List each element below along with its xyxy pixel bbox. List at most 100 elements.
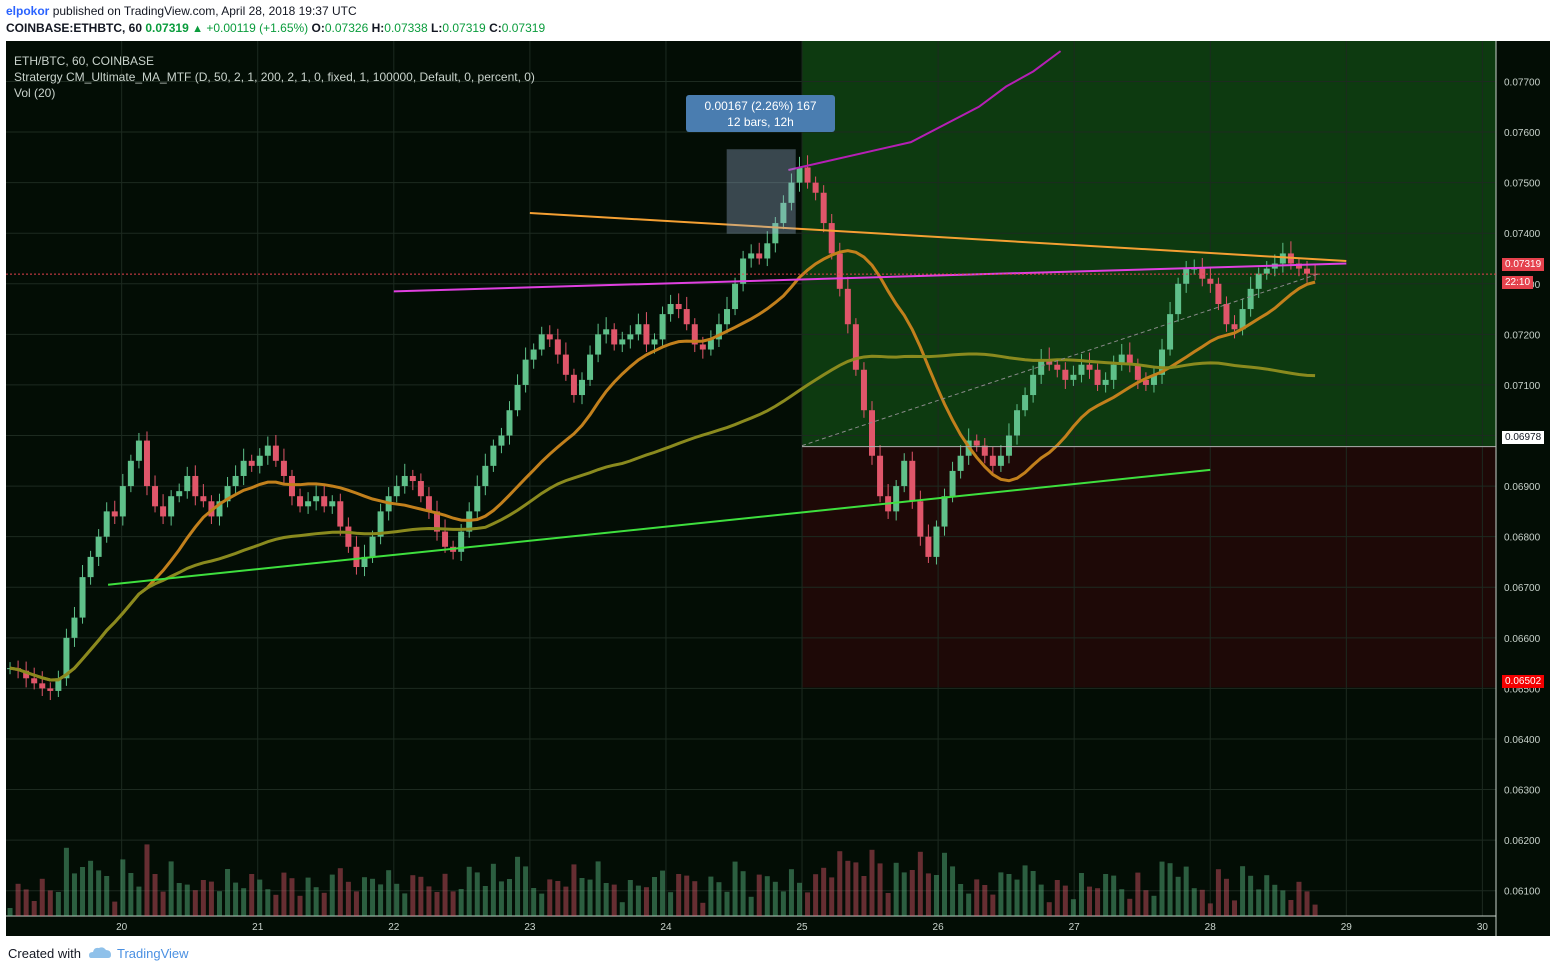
footer: Created with TradingView bbox=[0, 937, 1555, 971]
candle-body bbox=[627, 334, 634, 340]
candle-body bbox=[1142, 379, 1149, 385]
ma50-line bbox=[9, 249, 1316, 682]
candle-body bbox=[63, 637, 70, 679]
candle-body bbox=[1102, 379, 1109, 385]
candle-body bbox=[530, 349, 537, 360]
time-tick-label: 25 bbox=[796, 922, 808, 933]
tradingview-link[interactable]: TradingView bbox=[117, 946, 189, 961]
candle-body bbox=[1239, 309, 1246, 330]
volume-bar bbox=[1046, 902, 1052, 916]
price-tick-label: 0.06200 bbox=[1504, 836, 1541, 847]
volume-bar bbox=[1296, 881, 1302, 916]
high-label: H: bbox=[371, 21, 385, 35]
support-trendline bbox=[107, 468, 1211, 586]
volume-bar bbox=[684, 875, 690, 916]
open-label: O: bbox=[311, 21, 325, 35]
volume-bar bbox=[1207, 903, 1213, 916]
symbol-ohlc-line: COINBASE:ETHBTC, 60 0.07319 ▲ +0.00119 (… bbox=[6, 21, 545, 35]
candle-body bbox=[772, 223, 779, 244]
candle-body bbox=[474, 486, 481, 512]
volume-bar bbox=[861, 876, 867, 916]
volume-bar bbox=[1256, 889, 1262, 916]
candle-body bbox=[47, 688, 54, 691]
candle-body bbox=[401, 475, 408, 487]
candle-body bbox=[941, 496, 948, 527]
volume-bar bbox=[1054, 880, 1060, 916]
candle-body bbox=[997, 455, 1004, 466]
candle-body bbox=[1215, 283, 1222, 305]
price-chart[interactable]: 0.06100 0.06200 0.06300 0.06400 0.06500 0.066… bbox=[6, 41, 1550, 936]
volume-bar bbox=[313, 887, 319, 916]
candle-body bbox=[570, 374, 577, 396]
candle-body bbox=[1062, 369, 1069, 380]
volume-bar bbox=[184, 884, 190, 916]
volume-bar bbox=[1272, 884, 1278, 916]
candle-body bbox=[87, 556, 94, 578]
candle-body bbox=[1159, 349, 1166, 375]
publish-line: elpokor published on TradingView.com, Ap… bbox=[6, 4, 357, 18]
time-tick-label: 22 bbox=[388, 922, 400, 933]
volume-bar bbox=[1014, 879, 1020, 916]
price-tick-label: 0.07500 bbox=[1504, 179, 1541, 190]
volume-bar bbox=[345, 881, 351, 916]
volume-bar bbox=[1183, 866, 1189, 916]
candle-body bbox=[71, 617, 78, 638]
candle-body bbox=[1005, 435, 1012, 456]
volume-bar bbox=[611, 884, 617, 916]
time-tick-label: 24 bbox=[660, 922, 672, 933]
volume-bar bbox=[547, 879, 553, 916]
candle-body bbox=[1094, 369, 1101, 385]
candle-body bbox=[1118, 354, 1125, 365]
candle-body bbox=[168, 496, 175, 517]
stop-bottom-label: 0.06502 bbox=[1502, 675, 1545, 688]
candle-body bbox=[852, 324, 859, 370]
volume-bar bbox=[378, 884, 384, 916]
volume-bar bbox=[724, 891, 730, 916]
price-tick-label: 0.06300 bbox=[1504, 786, 1541, 797]
candle-body bbox=[1086, 364, 1093, 370]
candle-body bbox=[764, 243, 771, 259]
candle-body bbox=[844, 288, 851, 325]
volume-bar bbox=[1248, 875, 1254, 916]
volume-bar bbox=[998, 872, 1004, 916]
volume-bar bbox=[353, 891, 359, 916]
username-link[interactable]: elpokor bbox=[6, 4, 50, 18]
volume-bar bbox=[780, 891, 786, 916]
volume-bar bbox=[1070, 899, 1076, 916]
volume-bar bbox=[660, 870, 666, 916]
resistance-trendline bbox=[529, 211, 1347, 263]
volume-bar bbox=[31, 901, 37, 916]
volume-bar bbox=[1006, 874, 1012, 916]
candle-body bbox=[554, 339, 561, 355]
volume-bar bbox=[1038, 884, 1044, 916]
candle-body bbox=[707, 339, 714, 350]
low-value: 0.07319 bbox=[442, 21, 486, 35]
volume-bar bbox=[692, 881, 698, 916]
volume-bar bbox=[104, 876, 110, 916]
candle-body bbox=[1231, 324, 1238, 330]
volume-bar bbox=[15, 883, 21, 916]
candle-body bbox=[1207, 278, 1214, 284]
candle-body bbox=[1022, 395, 1029, 411]
volume-bar bbox=[587, 879, 593, 916]
chart-area[interactable]: 0.06100 0.06200 0.06300 0.06400 0.06500 0.066… bbox=[6, 41, 1550, 936]
volume-bar bbox=[418, 876, 424, 916]
volume-bar bbox=[829, 877, 835, 916]
volume-bar bbox=[603, 883, 609, 916]
created-with-text: Created with bbox=[8, 946, 81, 961]
volume-bar bbox=[273, 894, 279, 916]
volume-bar bbox=[128, 873, 134, 916]
volume-bar bbox=[257, 879, 263, 916]
volume-bar bbox=[788, 869, 794, 916]
profit-zone bbox=[802, 41, 1496, 447]
volume-bar bbox=[1111, 875, 1117, 916]
candle-body bbox=[490, 445, 497, 466]
candle-body bbox=[860, 369, 867, 411]
candle-body bbox=[337, 501, 344, 527]
price-axis-panel bbox=[1496, 41, 1550, 936]
legend-volume: Vol (20) bbox=[14, 86, 56, 100]
volume-bar bbox=[7, 908, 13, 916]
volume-bar bbox=[1167, 863, 1173, 916]
price-tick-label: 0.06900 bbox=[1504, 482, 1541, 493]
countdown-label: 22:10 bbox=[1502, 276, 1534, 289]
